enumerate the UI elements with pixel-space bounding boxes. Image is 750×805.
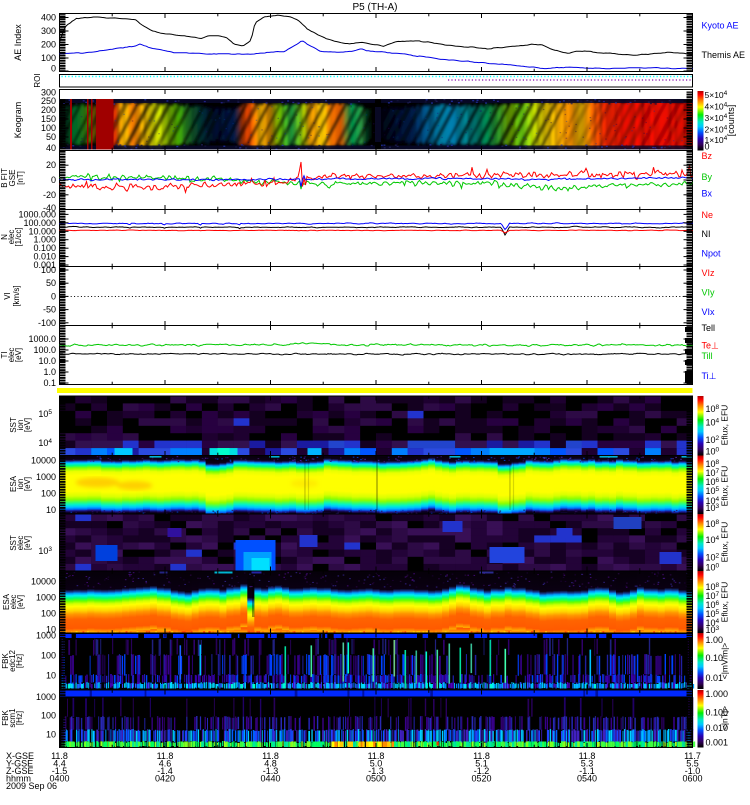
svg-text:200: 200 <box>41 40 56 50</box>
svg-text:0: 0 <box>51 63 56 73</box>
svg-text:108: 108 <box>706 519 720 529</box>
svg-text:VIz: VIz <box>702 268 716 278</box>
svg-text:AE Index: AE Index <box>13 24 23 61</box>
svg-text:10000: 10000 <box>31 577 56 587</box>
svg-text:Te⊥: Te⊥ <box>702 341 720 351</box>
svg-text:105: 105 <box>38 409 52 419</box>
svg-text:[counts]: [counts] <box>726 105 736 137</box>
svg-text:-100: -100 <box>38 318 56 328</box>
svg-text:-20: -20 <box>43 190 56 200</box>
svg-text:1000: 1000 <box>36 593 56 603</box>
svg-text:100: 100 <box>706 563 720 573</box>
svg-text:Eflux, EFU: Eflux, EFU <box>720 466 730 507</box>
svg-text:Themis AE: Themis AE <box>702 50 746 60</box>
svg-text:[1/cc]: [1/cc] <box>14 227 23 246</box>
svg-text:300: 300 <box>41 26 56 36</box>
svg-text:VIy: VIy <box>702 288 716 298</box>
svg-text:[eV]: [eV] <box>23 477 32 491</box>
svg-text:10000: 10000 <box>31 456 56 466</box>
svg-text:100: 100 <box>41 651 56 661</box>
svg-text:Kyoto AE: Kyoto AE <box>702 21 739 31</box>
svg-text:104: 104 <box>38 438 52 448</box>
svg-text:NI: NI <box>702 229 711 239</box>
svg-text:100: 100 <box>41 489 56 499</box>
svg-text:Till: Till <box>702 351 713 361</box>
svg-text:103: 103 <box>706 625 720 635</box>
svg-text:VI: VI <box>3 292 12 300</box>
svg-text:102: 102 <box>706 553 720 563</box>
svg-text:Eflux, EFU: Eflux, EFU <box>720 522 730 563</box>
svg-text:50: 50 <box>46 278 56 288</box>
svg-text:108: 108 <box>706 404 720 414</box>
svg-text:100: 100 <box>41 265 56 275</box>
svg-text:100: 100 <box>41 53 56 63</box>
svg-text:1.0: 1.0 <box>43 367 56 377</box>
svg-text:1000: 1000 <box>36 472 56 482</box>
svg-text:ROI: ROI <box>33 73 42 87</box>
svg-text:Eflux, EFU: Eflux, EFU <box>720 405 730 446</box>
svg-text:0.1: 0.1 <box>43 378 56 388</box>
svg-text:[nT]: [nT] <box>16 171 25 185</box>
svg-text:1000.0: 1000.0 <box>28 334 56 344</box>
svg-text:100: 100 <box>41 609 56 619</box>
svg-text:Bz: Bz <box>702 151 713 161</box>
svg-text:0: 0 <box>705 142 710 152</box>
svg-text:400: 400 <box>41 13 56 23</box>
svg-text:104: 104 <box>706 535 720 545</box>
svg-text:0: 0 <box>51 291 56 301</box>
svg-text:[km/s]: [km/s] <box>12 285 21 306</box>
svg-text:5×104: 5×104 <box>705 90 728 100</box>
svg-text:103: 103 <box>38 546 52 556</box>
svg-text:20: 20 <box>46 160 56 170</box>
svg-text:Ti⊥: Ti⊥ <box>702 371 717 381</box>
svg-text:2×104: 2×104 <box>705 125 728 135</box>
svg-text:Tell: Tell <box>702 323 716 333</box>
svg-text:Npot: Npot <box>702 249 722 259</box>
svg-text:[eV]: [eV] <box>23 418 32 432</box>
svg-text:[Hz]: [Hz] <box>15 654 24 668</box>
svg-text:VIx: VIx <box>702 307 716 317</box>
svg-text:105: 105 <box>706 486 720 496</box>
svg-text:50: 50 <box>46 132 56 142</box>
svg-text:103: 103 <box>706 503 720 513</box>
svg-text:100.0: 100.0 <box>33 345 56 355</box>
svg-text:[eV]: [eV] <box>14 348 23 362</box>
svg-text:<|mV/m|>: <|mV/m|> <box>720 643 730 680</box>
svg-text:0: 0 <box>51 175 56 185</box>
svg-text:10.0: 10.0 <box>38 356 56 366</box>
svg-text:40: 40 <box>46 143 56 153</box>
svg-text:1000: 1000 <box>36 631 56 641</box>
svg-text:Ne: Ne <box>702 210 714 220</box>
svg-text:102: 102 <box>706 435 720 445</box>
svg-text:[eV]: [eV] <box>23 536 32 550</box>
svg-text:100: 100 <box>706 447 720 457</box>
svg-text:-50: -50 <box>43 305 56 315</box>
svg-text:10: 10 <box>46 671 56 681</box>
svg-text:P5 (TH-A): P5 (TH-A) <box>353 2 398 13</box>
svg-text:By: By <box>702 172 713 182</box>
svg-text:3×104: 3×104 <box>705 113 728 123</box>
svg-text:104: 104 <box>706 418 720 428</box>
svg-text:Eflux, EFU: Eflux, EFU <box>720 582 730 623</box>
svg-text:Keogram: Keogram <box>13 102 23 139</box>
svg-text:Bx: Bx <box>702 189 713 199</box>
svg-text:[eV]: [eV] <box>16 595 25 609</box>
svg-text:4×104: 4×104 <box>705 102 728 112</box>
svg-text:10: 10 <box>46 505 56 515</box>
